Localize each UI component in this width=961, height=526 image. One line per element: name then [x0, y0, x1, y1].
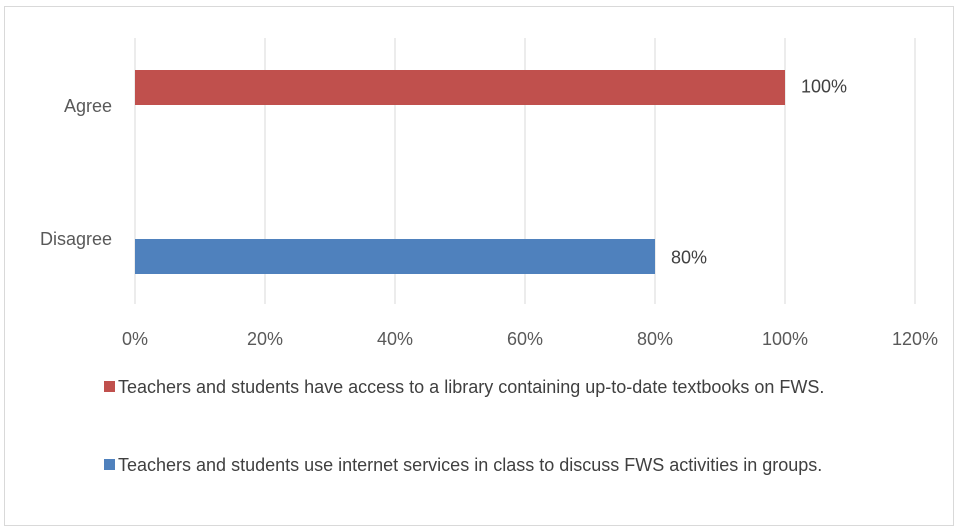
x-tick-label: 40%: [377, 329, 413, 349]
legend-swatch-internet: [104, 459, 115, 470]
bar: [135, 70, 785, 105]
legend-swatch-library: [104, 381, 115, 392]
legend-entry-internet: Teachers and students use internet servi…: [104, 452, 924, 478]
legend-entry-library: Teachers and students have access to a l…: [104, 374, 924, 400]
x-tick-label: 60%: [507, 329, 543, 349]
bar-chart: 0% 20% 40% 60% 80% 100% 120% Agree Disagree 100% 8…: [40, 38, 938, 349]
legend-label-library: Teachers and students have access to a l…: [118, 377, 825, 397]
x-tick-label: 80%: [637, 329, 673, 349]
x-tick-label: 120%: [892, 329, 938, 349]
x-tick-label: 20%: [247, 329, 283, 349]
data-label: 100%: [801, 76, 847, 96]
x-tick-label: 100%: [762, 329, 808, 349]
bar: [135, 239, 655, 274]
x-tick-label: 0%: [122, 329, 148, 349]
data-label: 80%: [671, 247, 707, 267]
legend-label-internet: Teachers and students use internet servi…: [118, 455, 823, 475]
category-label: Agree: [64, 96, 112, 116]
category-label: Disagree: [40, 229, 112, 249]
